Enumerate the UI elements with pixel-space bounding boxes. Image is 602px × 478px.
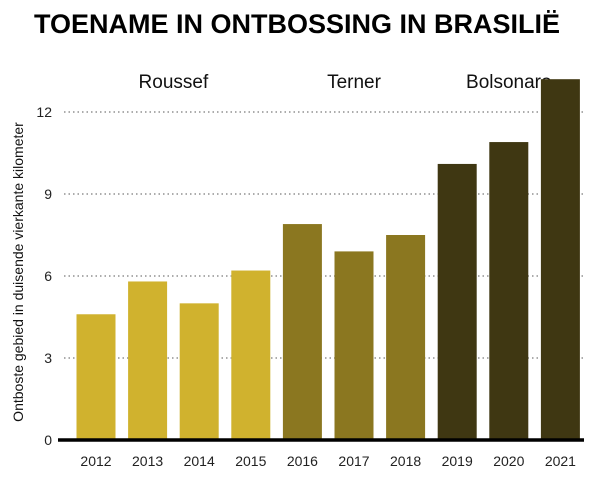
y-tick-labels: 0 3 6 9 12 bbox=[36, 104, 52, 448]
administration-labels: Roussef Terner Bolsonaro bbox=[139, 72, 552, 93]
y-axis-label: Ontboste gebied in duisende vierkante ki… bbox=[10, 122, 26, 422]
x-tick-label-2013: 2013 bbox=[132, 453, 163, 469]
bar-2012 bbox=[76, 314, 116, 440]
y-tick-label-9: 9 bbox=[44, 186, 52, 202]
y-tick-label-3: 3 bbox=[44, 350, 52, 366]
bar-2018 bbox=[386, 235, 426, 440]
bar-2014 bbox=[179, 303, 219, 440]
bar-2016 bbox=[282, 224, 322, 440]
x-tick-label-2021: 2021 bbox=[545, 453, 576, 469]
group-label-terner: Terner bbox=[327, 72, 382, 93]
x-tick-labels: 2012 2013 2014 2015 2016 2017 2018 2019 2020 2021 bbox=[80, 453, 576, 469]
x-tick-label-2012: 2012 bbox=[80, 453, 111, 469]
bar-2015 bbox=[231, 270, 271, 440]
bar-2019 bbox=[437, 163, 477, 440]
x-tick-label-2016: 2016 bbox=[287, 453, 318, 469]
bar-2020 bbox=[489, 142, 529, 441]
x-tick-label-2014: 2014 bbox=[184, 453, 215, 469]
x-tick-label-2018: 2018 bbox=[390, 453, 421, 469]
bar-2021 bbox=[540, 79, 580, 440]
bar-2013 bbox=[128, 281, 168, 440]
group-label-roussef: Roussef bbox=[139, 72, 209, 93]
x-tick-label-2015: 2015 bbox=[235, 453, 266, 469]
y-tick-label-0: 0 bbox=[44, 432, 52, 448]
x-tick-label-2019: 2019 bbox=[442, 453, 473, 469]
bar-2017 bbox=[334, 251, 374, 440]
bars bbox=[76, 79, 580, 441]
x-tick-label-2017: 2017 bbox=[338, 453, 369, 469]
x-tick-label-2020: 2020 bbox=[493, 453, 524, 469]
y-tick-label-12: 12 bbox=[36, 104, 52, 120]
group-label-bolsonaro: Bolsonaro bbox=[466, 72, 552, 93]
y-tick-label-6: 6 bbox=[44, 268, 52, 284]
chart-title: TOENAME IN ONTBOSSING IN BRASILIË bbox=[34, 9, 560, 39]
